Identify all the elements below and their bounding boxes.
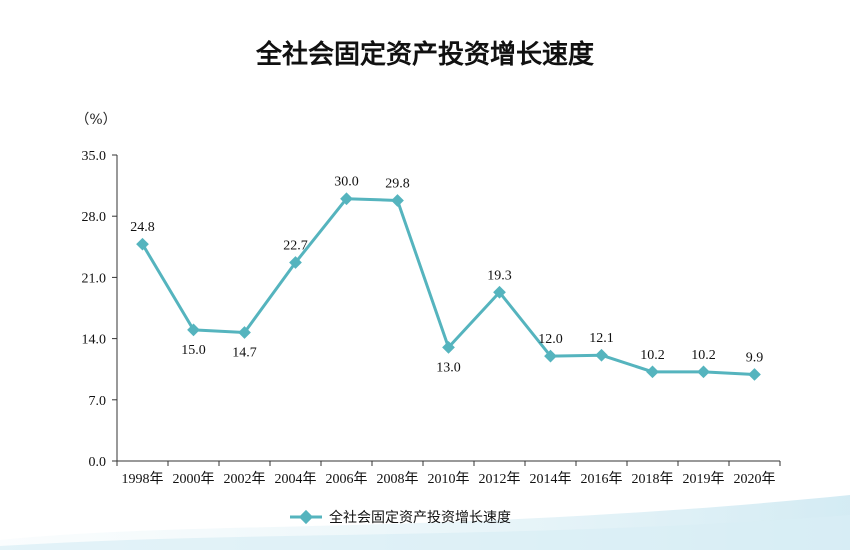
data-point	[340, 192, 353, 206]
y-tick-label: 7.0	[89, 394, 107, 409]
y-tick-label: 35.0	[82, 149, 107, 164]
data-label: 13.0	[436, 360, 461, 375]
data-label: 29.8	[385, 176, 410, 191]
data-label: 9.9	[746, 350, 764, 365]
y-axis-unit: （%）	[75, 112, 116, 128]
data-point	[493, 285, 506, 299]
data-point	[187, 323, 200, 337]
data-labels: 24.8 15.0 14.7 22.7 30.0 29.8 13.0 19.3 12.0 12.1…	[130, 175, 763, 376]
x-tick-label: 1998年	[122, 471, 164, 487]
data-label: 19.3	[487, 268, 512, 283]
chart-title: 全社会固定资产投资增长速度	[255, 39, 594, 70]
x-tick-label: 2019年	[683, 471, 725, 487]
x-tick-label: 2010年	[428, 471, 470, 487]
data-point	[646, 365, 659, 379]
x-tick-label: 2016年	[581, 471, 623, 487]
data-point	[289, 256, 302, 269]
data-point	[391, 194, 404, 207]
data-point	[442, 340, 455, 354]
x-tick-label: 2008年	[377, 471, 419, 487]
data-label: 30.0	[334, 175, 359, 190]
x-tick-label: 2018年	[632, 471, 674, 487]
legend-label: 全社会固定资产投资增长速度	[329, 509, 511, 526]
data-label: 22.7	[283, 239, 308, 254]
data-label: 24.8	[130, 220, 155, 235]
data-point	[697, 365, 710, 379]
data-point	[595, 348, 608, 362]
data-label: 12.0	[538, 332, 563, 347]
legend-marker	[298, 509, 314, 525]
y-tick-label: 0.0	[89, 455, 107, 470]
axes: 0.0 7.0 14.0 21.0 28.0 35.0 1998年 2000年 2002年 200…	[82, 149, 781, 487]
x-tick-label: 2006年	[326, 471, 368, 487]
y-tick-label: 28.0	[82, 210, 107, 225]
data-label: 12.1	[589, 331, 614, 346]
data-label: 10.2	[691, 348, 716, 363]
series-group	[136, 192, 761, 381]
background-wave-2	[0, 515, 850, 550]
data-label: 14.7	[232, 345, 257, 360]
x-tick-label: 2004年	[275, 471, 317, 487]
y-tick-label: 14.0	[82, 333, 107, 348]
data-point	[238, 326, 251, 339]
data-point	[136, 237, 149, 251]
x-tick-label: 2002年	[224, 471, 266, 487]
data-label: 10.2	[640, 348, 665, 363]
legend: 全社会固定资产投资增长速度	[290, 509, 511, 526]
data-point	[748, 368, 761, 381]
data-label: 15.0	[181, 343, 206, 358]
x-tick-label: 2014年	[530, 471, 572, 487]
y-tick-label: 21.0	[82, 271, 107, 286]
x-tick-label: 2012年	[479, 471, 521, 487]
x-tick-label: 2020年	[734, 471, 776, 487]
x-tick-label: 2000年	[173, 471, 215, 487]
